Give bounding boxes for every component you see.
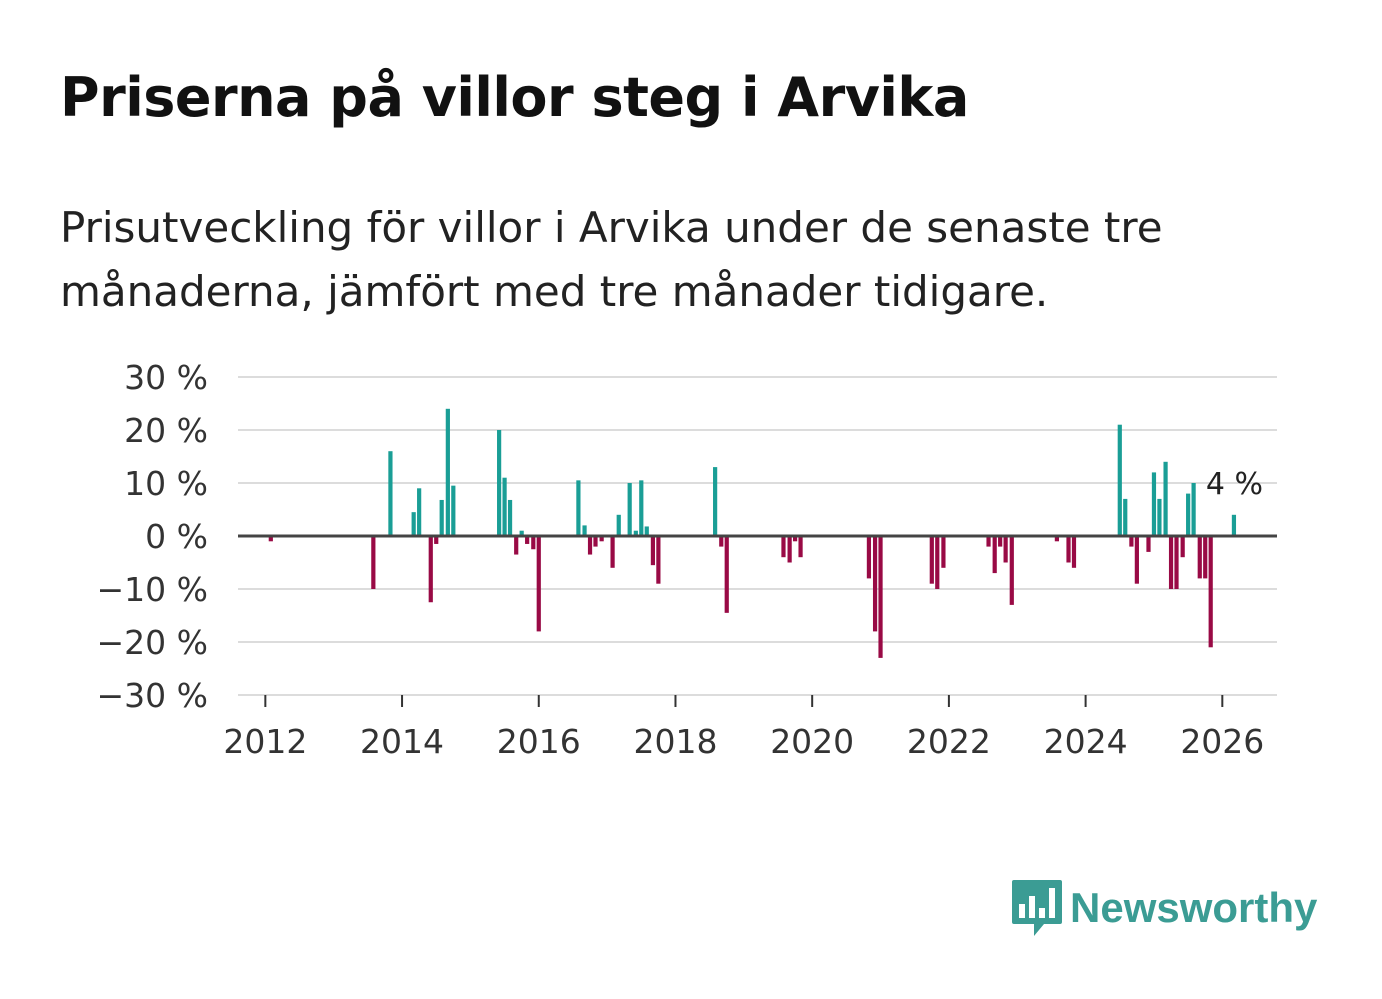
bar: [1071, 536, 1077, 568]
bar: [497, 430, 502, 536]
bar: [992, 536, 997, 574]
x-tick-label: 2026: [1180, 722, 1264, 761]
bar: [536, 536, 541, 632]
bar: [719, 536, 724, 547]
bar: [1203, 536, 1208, 579]
x-tick-label: 2012: [223, 722, 307, 761]
bar: [627, 483, 632, 536]
chart-title: Priserna på villor steg i Arvika: [60, 66, 969, 129]
bar: [792, 536, 798, 542]
bar: [1197, 536, 1202, 579]
bar: [639, 480, 644, 536]
bar: [724, 536, 729, 613]
y-tick-label: 30 %: [124, 358, 208, 397]
y-tick-label: 10 %: [124, 464, 208, 503]
bar: [434, 536, 439, 544]
bar: [872, 536, 878, 632]
y-tick-label: 20 %: [124, 411, 208, 450]
bar: [1129, 536, 1134, 547]
chart-subtitle: Prisutveckling för villor i Arvika under…: [60, 203, 1163, 316]
bar: [650, 536, 656, 566]
bar: [599, 536, 604, 542]
bar: [929, 536, 934, 584]
bar: [1123, 498, 1128, 536]
bar: [713, 467, 718, 536]
bar: [525, 536, 530, 544]
bar: [507, 499, 513, 536]
bar: [787, 536, 792, 563]
bar: [445, 408, 450, 536]
bar: [986, 536, 991, 547]
bar: [1231, 514, 1237, 536]
bar: [1157, 498, 1162, 536]
bar: [439, 499, 444, 536]
bar: [411, 512, 416, 536]
bar: [514, 536, 519, 555]
y-tick-label: −30 %: [97, 676, 209, 715]
y-tick-label: −20 %: [97, 623, 209, 662]
bar: [1117, 424, 1122, 536]
bar: [935, 536, 940, 589]
newsworthy-chart-icon: [1012, 880, 1062, 936]
bar: [1186, 493, 1191, 536]
bar: [451, 485, 456, 536]
bar: [1134, 536, 1139, 584]
bar: [417, 488, 422, 536]
bar: [1151, 472, 1157, 536]
bar: [531, 536, 536, 550]
bar: [878, 536, 883, 658]
bar-chart: 30 % 20 % 10 % 0 % −10 % −20 % −30 % 2012 2014 20…: [97, 358, 1277, 761]
bar: [1168, 536, 1174, 589]
bar: [1003, 536, 1008, 563]
x-tick-label: 2022: [907, 722, 991, 761]
y-tick-label: 0 %: [145, 517, 208, 556]
x-tick-label: 2020: [770, 722, 854, 761]
bar: [519, 530, 524, 536]
bar: [1054, 536, 1059, 542]
bar: [1191, 483, 1196, 536]
bar: [998, 536, 1003, 547]
y-tick-label: −10 %: [97, 570, 209, 609]
bar: [1180, 536, 1185, 558]
bar: [388, 451, 393, 536]
bar: [633, 530, 638, 536]
logo-text: Newsworthy: [1070, 884, 1318, 931]
bar: [798, 536, 803, 558]
bar: [1174, 536, 1179, 589]
bar: [1009, 536, 1014, 605]
bar: [616, 514, 621, 536]
bar: [1146, 536, 1151, 552]
bar: [593, 536, 598, 547]
bar: [587, 536, 593, 555]
bar: [1163, 461, 1168, 536]
bar: [644, 526, 649, 536]
x-tick-label: 2024: [1044, 722, 1128, 761]
bar: [268, 536, 273, 542]
bar: [610, 536, 615, 568]
newsworthy-logo: Newsworthy: [1010, 878, 1317, 938]
bar: [866, 536, 872, 579]
bar: [1208, 536, 1213, 648]
last-value-annotation: 4 %: [1206, 467, 1263, 502]
bar: [502, 477, 507, 536]
bar: [1066, 536, 1071, 563]
bar: [656, 536, 661, 584]
bar: [941, 536, 946, 568]
bar: [428, 536, 433, 603]
bar: [371, 536, 376, 589]
x-tick-label: 2016: [497, 722, 581, 761]
x-tick-label: 2018: [633, 722, 717, 761]
bar: [576, 480, 581, 536]
bar: [781, 536, 786, 558]
bar: [582, 525, 587, 536]
x-tick-label: 2014: [360, 722, 444, 761]
